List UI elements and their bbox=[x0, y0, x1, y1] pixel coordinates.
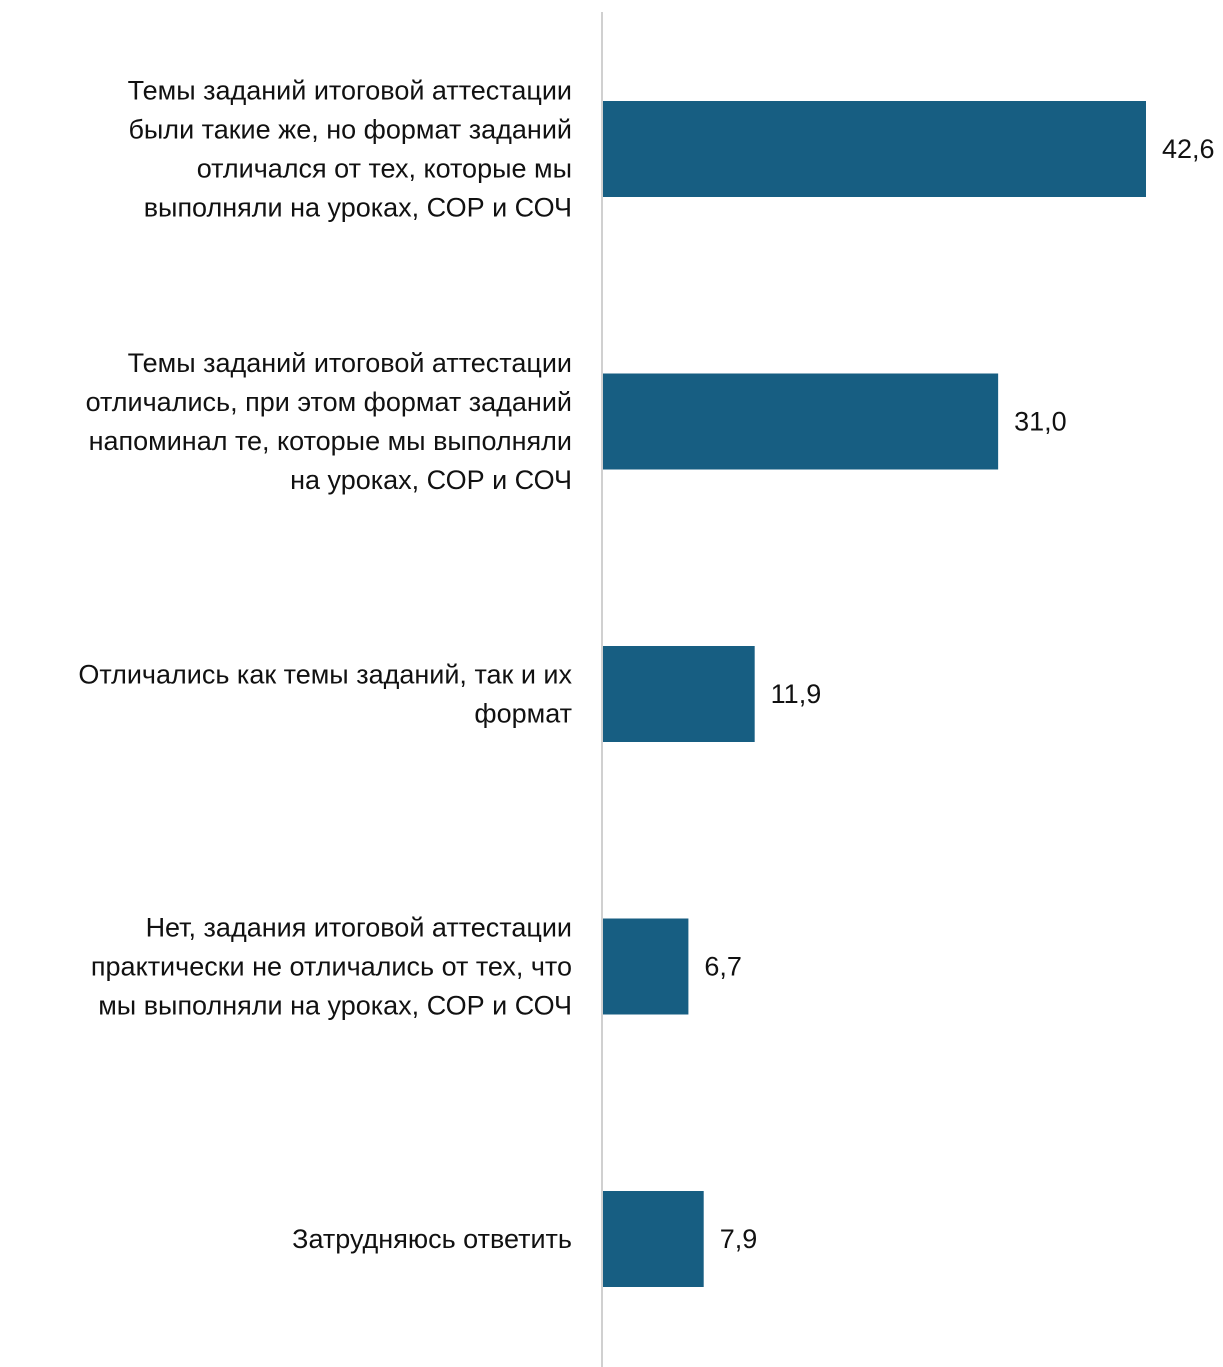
bars-group bbox=[603, 101, 1146, 1287]
value-label-1: 42,6 bbox=[1162, 134, 1215, 164]
category-label-3-line-1: Отличались как темы заданий, так и их bbox=[78, 660, 572, 690]
bar-5 bbox=[603, 1191, 704, 1287]
value-label-3: 11,9 bbox=[771, 679, 822, 709]
category-label-2-line-4: на уроках, СОР и СОЧ bbox=[290, 465, 572, 495]
category-label-1-line-4: выполняли на уроках, СОР и СОЧ bbox=[144, 193, 572, 223]
value-label-5: 7,9 bbox=[720, 1224, 758, 1254]
category-label-5: Затрудняюсь ответить bbox=[292, 1224, 572, 1254]
category-label-4-line-2: практически не отличались от тех, что bbox=[91, 952, 572, 982]
bar-2 bbox=[603, 373, 999, 470]
category-label-4-line-3: мы выполняли на уроках, СОР и СОЧ bbox=[98, 991, 572, 1021]
value-label-4: 6,7 bbox=[704, 952, 742, 982]
category-label-3-line-2: формат bbox=[474, 699, 572, 729]
bar-4 bbox=[603, 918, 689, 1015]
category-label-4: Нет, задания итоговой аттестации практиче… bbox=[91, 913, 572, 1021]
category-label-4-line-1: Нет, задания итоговой аттестации bbox=[146, 913, 572, 943]
bar-3 bbox=[603, 646, 755, 742]
category-label-1-line-3: отличался от тех, которые мы bbox=[197, 154, 572, 184]
bar-1 bbox=[603, 101, 1146, 197]
category-label-5-line-1: Затрудняюсь ответить bbox=[292, 1224, 572, 1254]
category-label-3: Отличались как темы заданий, так и их фор… bbox=[78, 660, 572, 729]
category-label-1-line-1: Темы заданий итоговой аттестации bbox=[128, 76, 572, 106]
category-label-2-line-1: Темы заданий итоговой аттестации bbox=[128, 348, 572, 378]
category-label-2: Темы заданий итоговой аттестации отличали… bbox=[86, 348, 572, 495]
category-label-1-line-2: были такие же, но формат заданий bbox=[128, 115, 572, 145]
category-labels-group: Темы заданий итоговой аттестации были так… bbox=[78, 76, 572, 1255]
value-label-2: 31,0 bbox=[1014, 407, 1067, 437]
category-label-2-line-3: напоминал те, которые мы выполняли bbox=[89, 426, 572, 456]
value-labels-group: 42,6 31,0 11,9 6,7 7,9 bbox=[704, 134, 1214, 1254]
category-label-1: Темы заданий итоговой аттестации были так… bbox=[128, 76, 572, 223]
category-label-2-line-2: отличались, при этом формат заданий bbox=[86, 387, 572, 417]
